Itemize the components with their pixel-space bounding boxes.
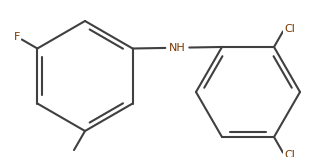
Text: Cl: Cl: [284, 24, 295, 34]
Text: F: F: [14, 32, 20, 43]
Text: NH: NH: [169, 43, 186, 53]
Text: Cl: Cl: [284, 150, 295, 157]
